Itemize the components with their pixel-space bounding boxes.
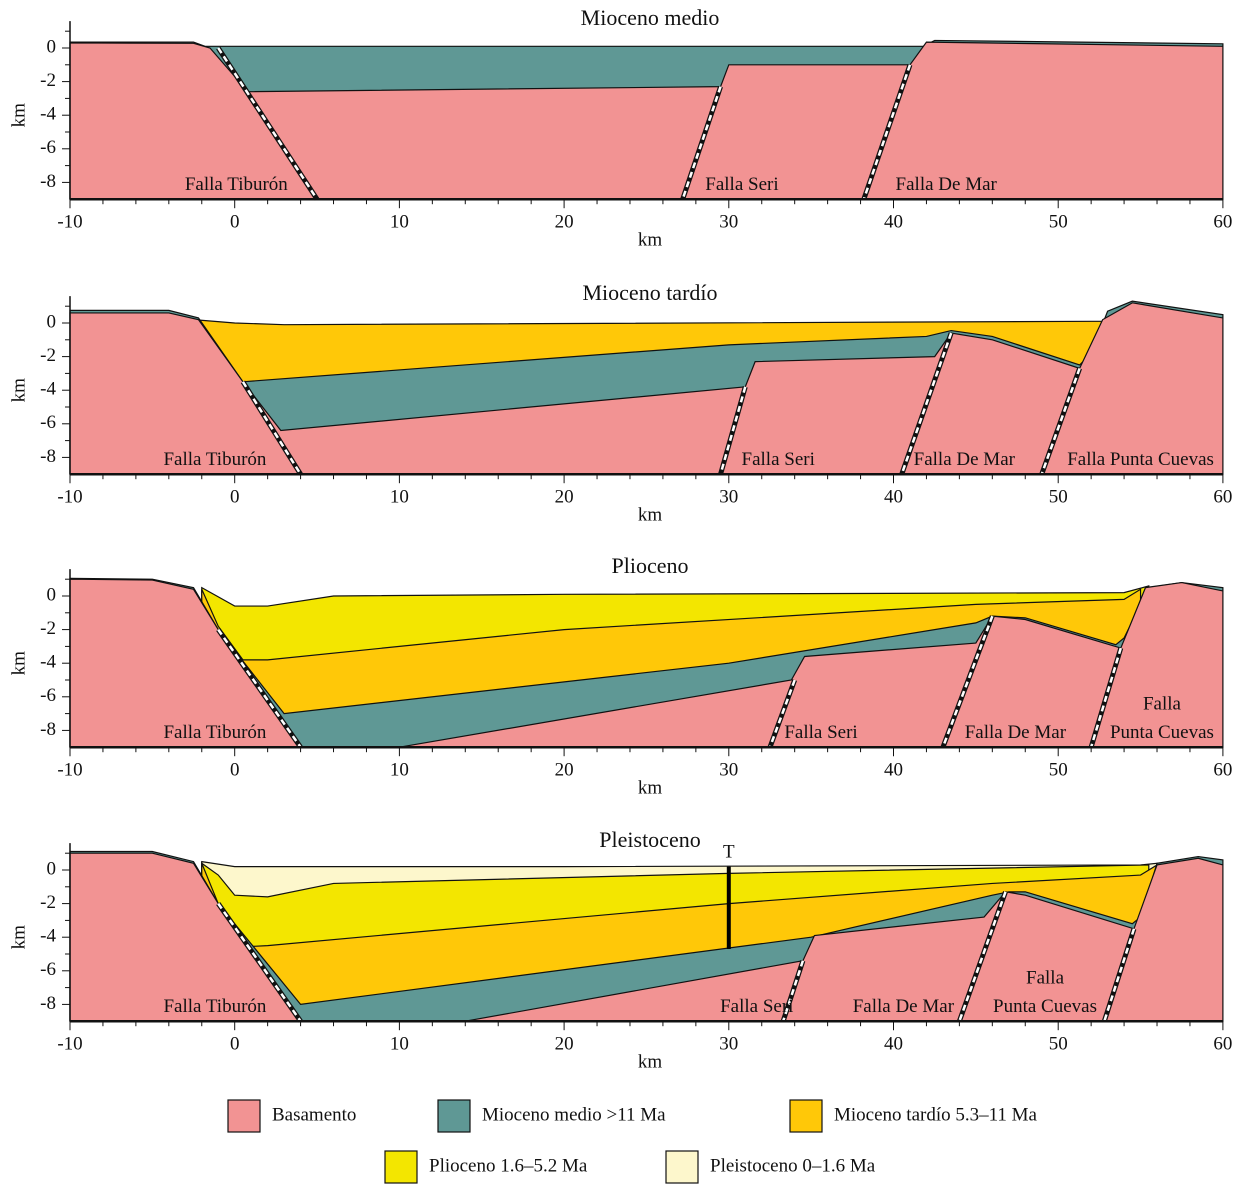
fault-label: Falla Seri [705,174,778,195]
x-tick-label: 0 [230,1034,240,1055]
x-tick-label: 20 [555,1034,574,1055]
x-tick-label: 20 [555,760,574,781]
section: Plioceno Falla Tiburón Falla Seri Falla De … [8,553,1232,799]
y-tick-label: 0 [47,311,57,332]
legend-label: Plioceno 1.6–5.2 Ma [429,1155,588,1176]
y-tick-label: -6 [40,412,56,433]
x-tick-label: 60 [1213,212,1232,233]
x-tick-label: 40 [884,212,903,233]
y-tick-label: -2 [40,70,56,91]
x-tick-label: 50 [1049,487,1068,508]
y-tick-label: 0 [47,584,57,605]
panel-title: Pleistoceno [599,827,700,852]
legend-swatch [228,1100,260,1132]
x-tick-label: 0 [230,487,240,508]
x-tick-label: 0 [230,212,240,233]
y-axis-label: km [8,651,29,676]
y-tick-label: -8 [40,993,56,1014]
figure: Mioceno medio Falla Tiburón Falla Seri Fall… [0,0,1243,1189]
fault-label: Falla Tiburón [163,722,266,743]
fault-label: Falla De Mar [914,449,1016,470]
panel-title: Plioceno [612,553,689,578]
section: Mioceno medio Falla Tiburón Falla Seri Fall… [8,5,1232,251]
fault-label: Falla Seri [784,722,857,743]
y-tick-label: -4 [40,104,56,125]
y-tick-label: -6 [40,959,56,980]
legend-swatch [438,1100,470,1132]
fault-label: Punta Cuevas [1110,722,1214,743]
x-tick-label: 20 [555,212,574,233]
panel-title: Mioceno medio [581,5,720,30]
legend-label: Basamento [272,1104,356,1125]
x-tick-label: 50 [1049,1034,1068,1055]
y-tick-label: -8 [40,446,56,467]
x-tick-label: 30 [719,760,738,781]
legend-label: Mioceno medio >11 Ma [482,1104,666,1125]
y-axis-label: km [8,378,29,403]
x-tick-label: 10 [390,1034,409,1055]
x-tick-label: -10 [57,212,82,233]
fault-label: Punta Cuevas [993,996,1097,1017]
x-tick-label: 30 [719,212,738,233]
legend-swatch [790,1100,822,1132]
x-tick-label: 30 [719,1034,738,1055]
y-tick-label: -4 [40,379,56,400]
panel-title: Mioceno tardío [582,280,717,305]
y-tick-label: -2 [40,345,56,366]
x-tick-label: 60 [1213,760,1232,781]
x-tick-label: -10 [57,1034,82,1055]
x-tick-label: 40 [884,760,903,781]
x-tick-label: 60 [1213,1034,1232,1055]
x-tick-label: 50 [1049,212,1068,233]
y-tick-label: -4 [40,652,56,673]
fault-label: Falla Punta Cuevas [1067,449,1214,470]
y-tick-label: -4 [40,926,56,947]
x-tick-label: 40 [884,487,903,508]
x-tick-label: 60 [1213,487,1232,508]
y-tick-label: -2 [40,892,56,913]
x-axis-label: km [638,778,663,799]
well-label: T [723,842,735,863]
fault-label: Falla Tiburón [163,449,266,470]
x-tick-label: 40 [884,1034,903,1055]
x-tick-label: 10 [390,760,409,781]
section: Mioceno tardío Falla Tiburón Falla Seri Fal… [8,280,1232,526]
fault-label: Falla Tiburón [185,174,288,195]
y-tick-label: -8 [40,719,56,740]
x-tick-label: 10 [390,487,409,508]
fault-label: Falla Seri [720,996,793,1017]
x-tick-label: 0 [230,760,240,781]
fault-label: Falla De Mar [896,174,998,195]
x-axis-label: km [638,1052,663,1073]
legend-label: Mioceno tardío 5.3–11 Ma [834,1104,1038,1125]
y-axis-label: km [8,925,29,950]
legend-label: Pleistoceno 0–1.6 Ma [710,1155,876,1176]
x-tick-label: -10 [57,760,82,781]
x-tick-label: 50 [1049,760,1068,781]
x-axis-label: km [638,230,663,251]
x-tick-label: 20 [555,487,574,508]
legend-swatch [385,1151,417,1183]
y-tick-label: -8 [40,171,56,192]
y-tick-label: -6 [40,137,56,158]
fault-label: Falla Seri [742,449,815,470]
fault-label: Falla Tiburón [163,996,266,1017]
y-tick-label: 0 [47,36,57,57]
x-tick-label: -10 [57,487,82,508]
x-tick-label: 30 [719,487,738,508]
fault-label: Falla De Mar [965,722,1067,743]
fault-label: Falla [1143,694,1182,715]
y-tick-label: -6 [40,685,56,706]
fault-label: Falla [1026,968,1065,989]
legend-swatch [666,1151,698,1183]
y-axis-label: km [8,103,29,128]
y-tick-label: 0 [47,858,57,879]
fault-label: Falla De Mar [853,996,955,1017]
x-tick-label: 10 [390,212,409,233]
y-tick-label: -2 [40,618,56,639]
x-axis-label: km [638,505,663,526]
section: Pleistoceno Falla Tiburón Falla Seri Falla … [8,827,1232,1073]
